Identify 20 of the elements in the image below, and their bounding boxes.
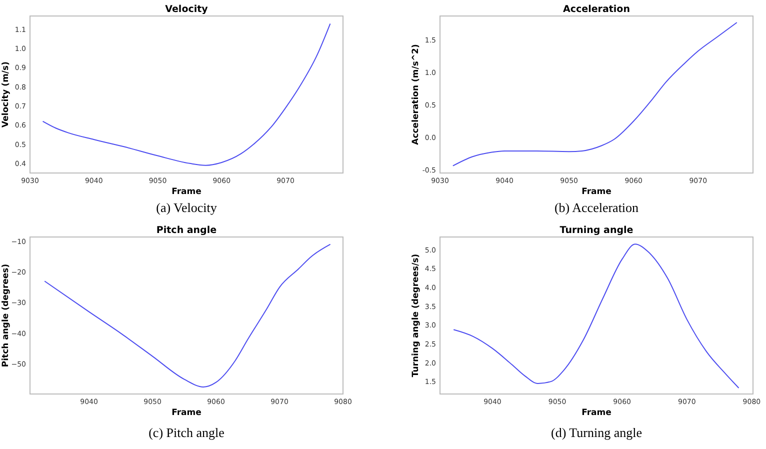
- chart-title: Acceleration: [563, 4, 630, 15]
- text: (c) Pitch angle: [148, 425, 225, 440]
- chart-title: Velocity: [165, 4, 209, 15]
- line-series: [44, 244, 331, 388]
- line-series: [453, 244, 740, 388]
- chart-title: Pitch angle: [156, 225, 217, 236]
- chart-title: Turning angle: [560, 225, 634, 236]
- y-axis-title: Pitch angle (degrees): [1, 264, 11, 368]
- line-series: [42, 23, 331, 166]
- text: (b) Acceleration: [554, 200, 640, 215]
- text: (d) Turning angle: [551, 425, 642, 440]
- x-axis-title: Frame: [172, 408, 202, 418]
- y-axis-title: Velocity (m/s): [1, 61, 11, 128]
- y-axis-title: Turning angle (degrees/s): [411, 254, 421, 378]
- x-axis-title: Frame: [582, 408, 612, 418]
- text: (a) Velocity: [156, 200, 218, 215]
- y-axis-title: Acceleration (m/s^2): [411, 44, 421, 145]
- x-axis-title: Frame: [582, 187, 612, 197]
- x-axis-title: Frame: [172, 187, 202, 197]
- line-series: [452, 22, 738, 166]
